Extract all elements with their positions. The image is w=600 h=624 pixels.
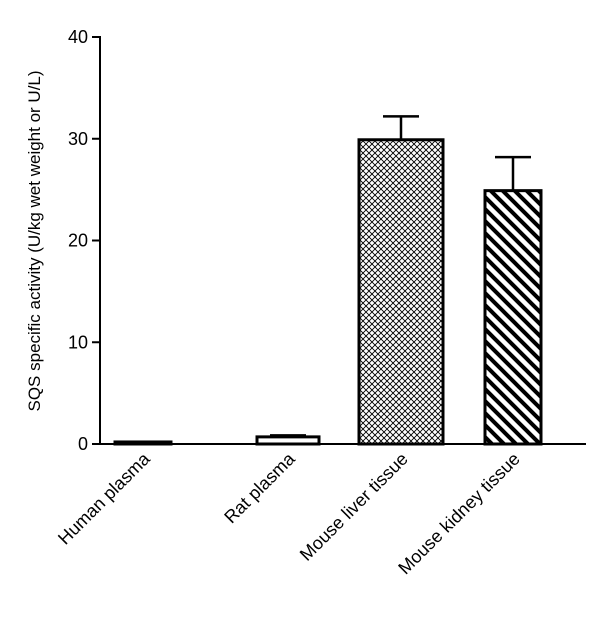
error-bars-group: [270, 115, 531, 437]
y-tick-label: 40: [68, 27, 88, 47]
bar-human-plasma: [113, 440, 173, 446]
y-tick-label: 10: [68, 332, 88, 352]
x-tick-label: Human plasma: [54, 448, 154, 548]
x-tick-label: Mouse kidney tissue: [394, 449, 523, 578]
y-tick-label: 20: [68, 231, 88, 251]
y-tick-label: 30: [68, 129, 88, 149]
x-tick-label: Rat plasma: [220, 448, 299, 527]
bars-group: [113, 138, 543, 446]
y-tick-label: 0: [78, 434, 88, 454]
y-axis-title: SQS specific activity (U/kg wet weight o…: [25, 70, 44, 411]
bar-rat-plasma: [255, 435, 321, 446]
y-ticks: 0 10 20 30 40: [68, 27, 100, 454]
bar-mouse-liver-tissue: [357, 138, 445, 446]
bar-mouse-kidney-tissue: [483, 189, 543, 446]
x-tick-label: Mouse liver tissue: [296, 449, 412, 565]
